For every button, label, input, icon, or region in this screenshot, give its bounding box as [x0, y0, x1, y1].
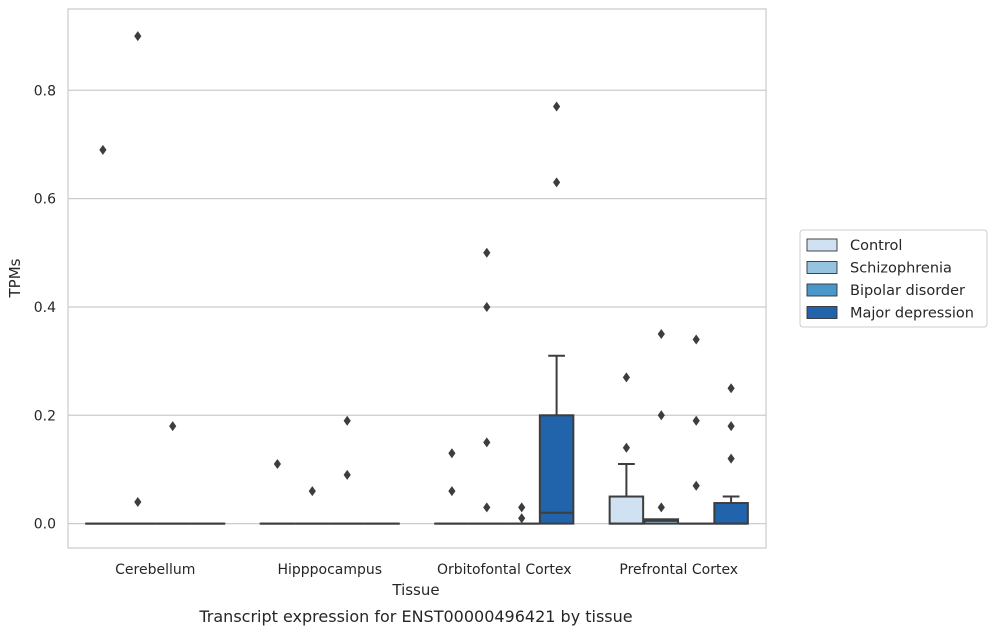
outlier-point	[483, 247, 491, 258]
outlier-point	[692, 480, 700, 491]
box-group	[434, 448, 470, 525]
legend-swatch	[806, 283, 838, 297]
outlier-point	[448, 448, 456, 459]
outlier-point	[169, 421, 177, 432]
x-tick-label: Hipppocampus	[277, 562, 382, 578]
outlier-point	[727, 383, 735, 394]
y-tick-label: 0.8	[34, 83, 56, 99]
outlier-point	[622, 442, 630, 453]
box-group	[608, 372, 645, 525]
outlier-point	[99, 144, 107, 155]
outlier-point	[483, 301, 491, 312]
legend-swatch	[806, 238, 838, 252]
plot-area-frame	[67, 8, 767, 549]
legend-label: Schizophrenia	[850, 261, 952, 277]
outlier-point	[134, 31, 142, 42]
outlier-point	[483, 502, 491, 513]
x-tick-label: Orbitofontal Cortex	[437, 562, 572, 578]
outlier-point	[692, 415, 700, 426]
chart-caption: Transcript expression for ENST0000049642…	[198, 607, 632, 626]
legend: Control Schizophrenia Bipolar disorder Majo…	[799, 229, 988, 328]
y-tick-label: 0.2	[34, 408, 56, 424]
outlier-point	[273, 459, 281, 470]
legend-label: Bipolar disorder	[850, 283, 965, 299]
box-group	[294, 486, 331, 525]
box-group	[329, 415, 365, 525]
outlier-point	[727, 421, 735, 432]
box-group	[120, 31, 156, 525]
gridlines	[68, 89, 766, 525]
x-tick-label: Prefrontal Cortex	[619, 562, 738, 578]
outlier-point	[727, 453, 735, 464]
x-axis-ticks: Cerebellum Hipppocampus Orbitofontal Corte…	[115, 562, 738, 578]
box-body	[713, 502, 749, 525]
box-body	[608, 495, 645, 525]
outlier-point	[553, 101, 561, 112]
legend-label: Control	[850, 238, 902, 254]
box-body	[538, 414, 575, 525]
outlier-point	[518, 513, 526, 524]
outlier-point	[518, 502, 526, 513]
box-group	[259, 459, 296, 525]
box-group	[85, 144, 121, 525]
outlier-point	[622, 372, 630, 383]
y-axis-ticks: 0.0 0.2 0.4 0.6 0.8	[34, 83, 56, 532]
outlier-point	[448, 486, 456, 497]
x-axis-label: Tissue	[391, 581, 439, 599]
box-group	[713, 383, 749, 525]
legend-swatch	[806, 306, 838, 319]
outlier-point	[343, 415, 351, 426]
outlier-point	[134, 496, 142, 507]
outlier-point	[657, 502, 665, 513]
y-axis-label: TPMs	[6, 258, 24, 298]
legend-frame	[799, 229, 988, 328]
box-group	[469, 247, 505, 525]
outlier-point	[308, 486, 316, 497]
outlier-point	[343, 469, 351, 480]
box-group	[678, 334, 714, 525]
legend-label: Major depression	[850, 306, 974, 322]
outlier-point	[553, 177, 561, 188]
box-group	[154, 421, 191, 525]
box-group	[538, 101, 575, 525]
x-tick-label: Cerebellum	[115, 562, 195, 578]
plot-marks	[85, 31, 749, 525]
legend-swatch	[806, 261, 838, 274]
y-tick-label: 0.6	[34, 192, 56, 208]
outlier-point	[692, 334, 700, 345]
box-group	[503, 502, 540, 525]
box-group	[643, 329, 680, 525]
outlier-point	[657, 410, 665, 421]
outlier-point	[483, 437, 491, 448]
y-tick-label: 0.4	[34, 300, 56, 316]
outlier-point	[657, 329, 665, 340]
y-tick-label: 0.0	[34, 517, 56, 533]
